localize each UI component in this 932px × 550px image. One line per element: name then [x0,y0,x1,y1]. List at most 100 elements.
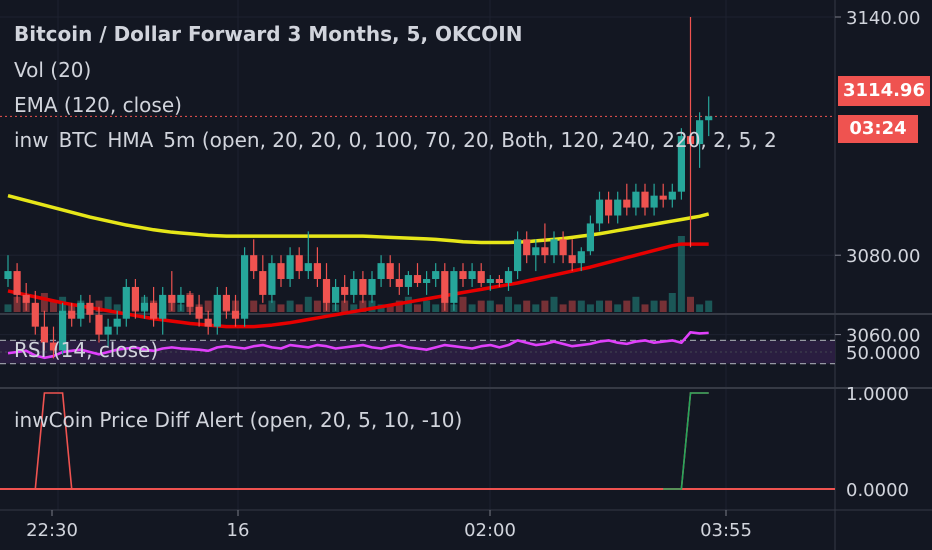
candle-body [432,271,440,280]
volume-bar [295,304,303,312]
volume-bar [250,300,258,312]
candle-body [486,279,494,283]
candle-body [122,286,130,319]
time-tick-label: 22:30 [26,520,78,541]
volume-bar [468,304,476,312]
volume-bar [423,300,431,312]
last-price-tag: 3114.96 [838,76,930,106]
candle-body [550,239,558,256]
volume-bar [577,300,585,312]
volume-bar [505,296,512,312]
volume-layer [4,236,713,312]
candle-body [686,136,695,145]
alert-legend[interactable]: inwCoin Price Diff Alert (open, 20, 5, 1… [14,408,463,432]
volume-bar [559,304,567,312]
candle-body [423,279,431,283]
volume-bar [632,296,640,312]
volume-bar [523,300,531,312]
candle-body [504,271,513,283]
candle-body [696,120,704,145]
volume-bar [486,300,494,312]
candle-body [95,314,103,335]
candle-body [577,251,585,264]
candle-body [677,136,685,192]
ema-legend[interactable]: EMA (120, close) [14,93,182,117]
candle-body [413,275,422,283]
candle-body [104,326,112,335]
candle-body [477,271,485,283]
candle-body [404,275,412,287]
candle-body [514,239,522,272]
volume-bar [514,304,522,312]
volume-bar [541,300,549,312]
candle-body [40,326,48,343]
volume-bar [204,300,212,312]
candle-body [86,302,94,315]
candle-body [231,310,240,319]
candle-body [241,255,249,319]
volume-bar [350,304,358,312]
hma-line [7,193,710,245]
candle-body [204,318,212,327]
candle-body [177,294,185,303]
candle-body [632,191,640,208]
rsi-legend[interactable]: RSI (14, close) [14,338,159,362]
candle-body [22,294,30,303]
candle-body [213,294,221,327]
alert-signal-line [663,392,709,490]
candle-body [459,271,467,280]
candles-layer [4,17,713,359]
bar-countdown-tag: 03:24 [838,115,918,143]
candle-body [450,271,458,303]
candle-body [532,247,540,256]
candle-body [286,255,294,280]
time-tick-label: 03:55 [700,520,752,541]
volume-bar [341,300,349,312]
candle-body [559,239,567,256]
volume-bar [623,300,631,312]
volume-bar [477,300,485,312]
volume-bar [268,300,276,312]
band-layer [0,339,835,365]
candle-body [13,271,21,295]
candle-body [268,263,276,295]
volume-bar [687,296,694,312]
candle-body [168,294,176,303]
volume-bar [696,304,704,312]
candle-body [350,279,358,295]
candle-body [49,342,58,351]
candle-body [623,199,631,208]
volume-bar [104,296,112,312]
volume-bar [605,300,613,312]
candle-body [359,279,367,295]
volume-bar [95,300,103,312]
volume-bar [614,304,622,312]
volume-bar [668,293,676,312]
volume-bar [50,300,57,312]
volume-bar [386,304,394,312]
volume-bar [495,304,503,312]
symbol-title[interactable]: Bitcoin / Dollar Forward 3 Months, 5, OK… [14,22,523,46]
candle-body [614,199,622,216]
candle-body [250,255,258,272]
candle-body [31,302,39,327]
volume-bar [359,300,367,312]
volume-bar [368,300,376,312]
hma-legend[interactable]: inw_BTC_HMA_5m (open, 20, 20, 0, 100, 70… [14,130,777,150]
volume-bar [586,304,594,312]
volume-legend[interactable]: Vol (20) [14,58,92,82]
candle-body [705,116,713,121]
time-tick-label: 16 [227,520,250,541]
candle-body [195,306,203,319]
volume-bar [395,300,403,312]
candle-body [68,310,76,319]
candle-body [140,302,149,311]
price-tick-label: 3060.00 [846,326,920,347]
candle-body [368,279,376,295]
candle-body [523,239,531,256]
rsi-line [7,330,709,360]
